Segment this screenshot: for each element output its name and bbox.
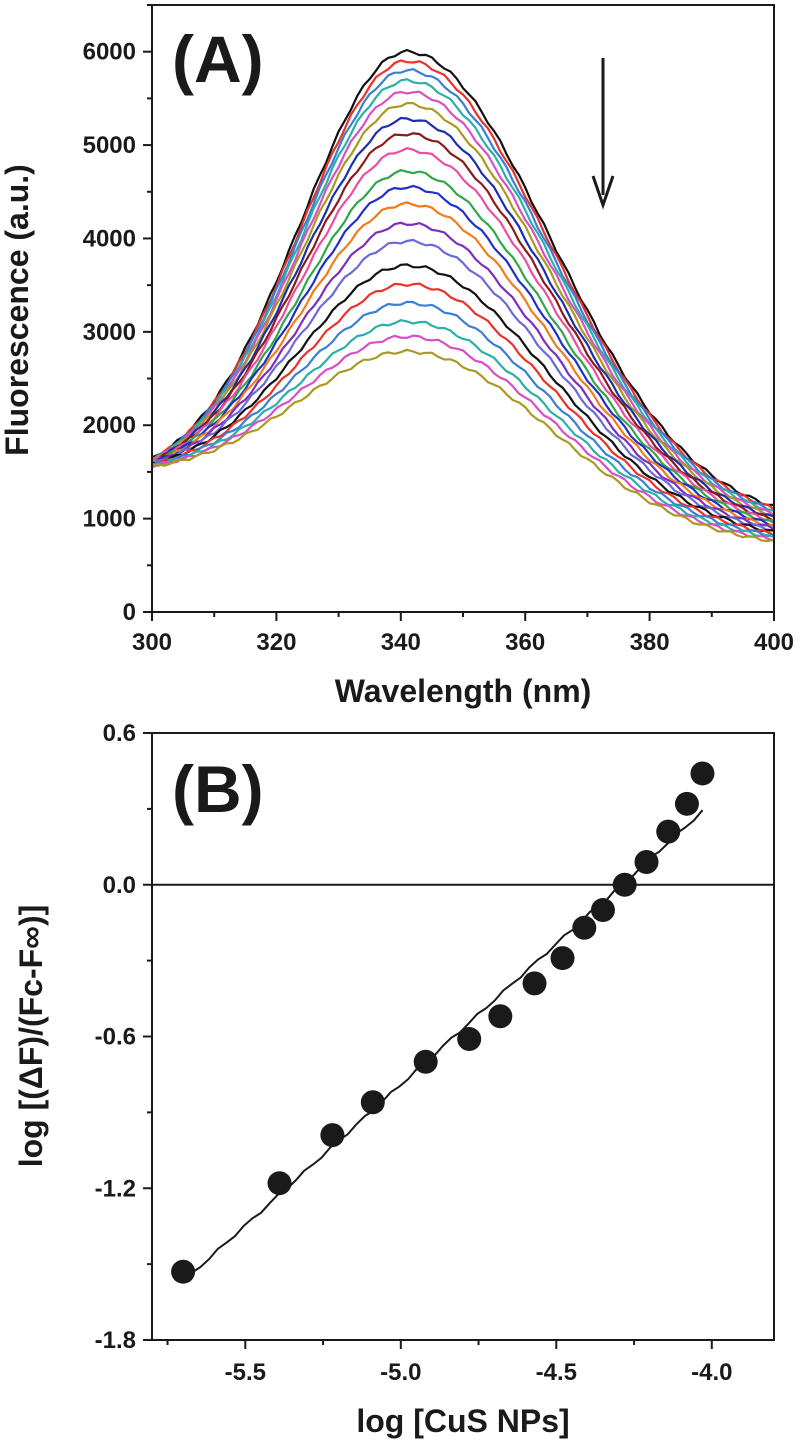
x-tick-label: 300 — [132, 629, 172, 656]
data-point — [267, 1171, 292, 1196]
emission-curve-15 — [151, 263, 775, 533]
emission-curve-9 — [151, 147, 775, 522]
panel-a-label: (A) — [172, 22, 264, 96]
y-tick-label: 0.0 — [103, 872, 136, 899]
panel-b-points — [171, 761, 715, 1284]
y-tick-label: -0.6 — [95, 1024, 136, 1051]
panel-b-x-axis-title: log [CuS NPs] — [356, 1403, 569, 1439]
panel-a-down-arrow — [591, 58, 615, 210]
data-point — [674, 791, 699, 816]
data-point — [171, 1259, 196, 1284]
emission-curve-17 — [151, 300, 775, 538]
data-point — [360, 1090, 385, 1115]
data-point — [656, 819, 681, 844]
x-tick-label: 400 — [754, 629, 794, 656]
panel-b-chart: -5.5 -5.0 -4.5 -4.0 -1.8 -1.2 -0.6 0.0 0.6 (B) l… — [13, 720, 775, 1439]
panel-a-chart: 300 320 340 360 380 4000100020003000400050006… — [0, 4, 794, 709]
emission-curve-13 — [151, 221, 775, 531]
emission-curve-14 — [151, 238, 775, 532]
data-point — [457, 1027, 482, 1052]
y-tick-label: -1.8 — [95, 1327, 136, 1354]
data-point — [590, 898, 615, 923]
y-tick-label: 3000 — [83, 319, 136, 346]
data-point — [488, 1004, 513, 1029]
x-tick-label: -5.5 — [225, 1359, 266, 1386]
emission-curve-11 — [151, 184, 775, 527]
y-tick-label: 1000 — [83, 506, 136, 533]
x-tick-label: 380 — [630, 629, 670, 656]
panel-b-ticks: -5.5 -5.0 -4.5 -4.0 -1.8 -1.2 -0.6 0.0 0.6 — [95, 720, 733, 1386]
emission-curve-5 — [151, 90, 775, 517]
y-tick-label: 5000 — [83, 132, 136, 159]
emission-curve-6 — [151, 102, 775, 517]
data-point — [612, 872, 637, 897]
panel-b-y-axis-title: log [(ΔF)/(Fc-F∞)] — [13, 905, 49, 1168]
x-tick-label: -4.5 — [536, 1359, 577, 1386]
y-tick-label: 0 — [123, 599, 136, 626]
emission-curve-10 — [151, 168, 775, 525]
x-tick-label: 320 — [256, 629, 296, 656]
data-point — [634, 849, 659, 874]
emission-curve-16 — [151, 282, 775, 537]
panel-b-label: (B) — [172, 752, 264, 826]
x-tick-label: -4.0 — [691, 1359, 732, 1386]
emission-curve-8 — [151, 132, 775, 522]
x-tick-label: -5.0 — [380, 1359, 421, 1386]
emission-curve-7 — [151, 116, 775, 518]
y-tick-label: 2000 — [83, 412, 136, 439]
emission-curve-3 — [151, 67, 775, 512]
y-tick-label: -1.2 — [95, 1175, 136, 1202]
data-point — [522, 971, 547, 996]
y-tick-label: 4000 — [83, 225, 136, 252]
y-tick-label: 0.6 — [103, 720, 136, 747]
data-point — [413, 1049, 438, 1074]
x-tick-label: 340 — [381, 629, 421, 656]
data-point — [572, 915, 597, 940]
emission-curve-2 — [151, 59, 775, 511]
emission-curve-18 — [151, 319, 775, 538]
panel-a-y-axis-title: Fluorescence (a.u.) — [0, 164, 35, 456]
emission-curve-1 — [151, 48, 775, 507]
y-tick-label: 6000 — [83, 39, 136, 66]
x-tick-label: 360 — [505, 629, 545, 656]
data-point — [550, 946, 575, 971]
panel-a-curves — [151, 48, 775, 543]
emission-curve-20 — [151, 348, 775, 543]
emission-curve-12 — [151, 201, 775, 527]
emission-curve-19 — [151, 334, 775, 542]
data-point — [320, 1123, 345, 1148]
down-arrow-head — [591, 175, 615, 210]
data-point — [690, 761, 715, 786]
panel-a-x-axis-title: Wavelength (nm) — [335, 673, 592, 709]
panel-a-ticks: 300 320 340 360 380 4000100020003000400050006… — [83, 4, 794, 656]
